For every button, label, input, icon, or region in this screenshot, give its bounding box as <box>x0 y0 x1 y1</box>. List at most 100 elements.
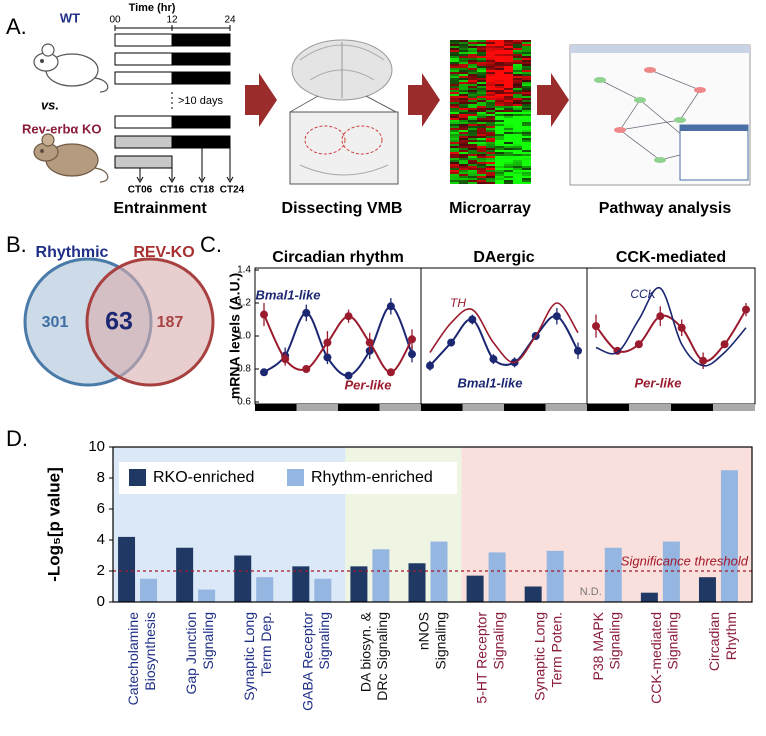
data-point <box>720 340 729 349</box>
legend-label: RKO-enriched <box>153 469 254 486</box>
data-point <box>592 322 600 331</box>
data-point <box>323 338 332 347</box>
chart-title: CCK-mediated <box>616 249 726 266</box>
bar <box>314 578 332 602</box>
data-point <box>408 335 416 344</box>
bar <box>488 552 506 602</box>
data-point <box>426 361 434 370</box>
x-tick-label: GABA ReceptorSignaling <box>299 612 332 711</box>
bar <box>698 577 716 602</box>
bar <box>466 575 484 602</box>
series-label: Bmal1-like <box>457 375 522 390</box>
light-dark-bar <box>255 404 297 411</box>
step-label: Entrainment <box>113 200 207 217</box>
light-dark-bar <box>462 404 504 411</box>
data-point <box>281 355 290 364</box>
bar <box>350 566 368 602</box>
threshold-label: Significance threshold <box>621 553 749 568</box>
light-dark-bar <box>504 404 546 411</box>
time-label: Time (hr) <box>129 2 176 14</box>
ct-label: CT18 <box>190 185 215 196</box>
light-dark-bar <box>671 404 713 411</box>
data-point <box>468 315 477 324</box>
bar <box>198 589 216 602</box>
light-dark-bar <box>421 404 463 411</box>
light-dark-bar <box>379 404 421 411</box>
mouse-wt <box>33 43 109 93</box>
x-tick-label: CircadianRhythm <box>706 612 739 671</box>
venn-label: REV-KO <box>133 244 194 261</box>
series-label: Bmal1-like <box>255 287 320 302</box>
x-tick-label: CCK-mediatedSignaling <box>648 612 681 704</box>
data-point <box>574 346 582 355</box>
data-point <box>742 305 750 314</box>
y-tick-label: 0.6 <box>237 397 251 408</box>
data-point <box>408 350 416 359</box>
bar <box>430 541 448 602</box>
nd-label: N.D. <box>580 586 602 598</box>
y-tick-label: 1.4 <box>237 265 251 276</box>
venn-count: 301 <box>42 314 69 331</box>
y-tick-label: 2 <box>97 562 105 579</box>
panel-label: C. <box>200 232 222 257</box>
ct-label: CT06 <box>128 185 153 196</box>
data-point <box>365 338 374 347</box>
data-point <box>344 371 353 380</box>
bar <box>234 555 252 602</box>
bar <box>604 547 622 602</box>
data-point <box>302 308 311 317</box>
step-label: Pathway analysis <box>599 200 732 217</box>
legend-swatch <box>129 469 146 486</box>
data-point <box>323 353 332 362</box>
heatmap-image <box>450 40 531 184</box>
bar <box>662 541 680 602</box>
light-dark-bar <box>296 404 338 411</box>
y-axis-label: mRNA levels (A.U.) <box>227 273 243 399</box>
vs-label: vs. <box>41 97 59 112</box>
fit-curve <box>595 287 747 367</box>
data-point <box>302 365 311 373</box>
bar <box>546 550 564 602</box>
schedule <box>114 33 234 183</box>
venn-count: 63 <box>105 308 133 336</box>
ko-label: Rev-erbα KO <box>22 121 102 136</box>
x-tick-label: Gap JunctionSignaling <box>183 612 216 695</box>
fit-curve <box>429 302 579 364</box>
series-label: CCK <box>630 287 656 301</box>
y-tick-label: 10 <box>88 438 105 455</box>
x-tick-label: Synaptic LongTerm Poten. <box>531 612 564 701</box>
brain-image <box>289 39 399 185</box>
series-line <box>263 314 413 374</box>
data-point <box>489 355 498 364</box>
y-tick-label: 4 <box>97 531 105 548</box>
chart-title: DAergic <box>473 249 534 266</box>
light-dark-bar <box>629 404 671 411</box>
data-point <box>656 312 665 321</box>
light-dark-bar <box>587 404 629 411</box>
bar <box>720 470 738 602</box>
legend-swatch <box>287 469 304 486</box>
ct-label: CT16 <box>160 185 185 196</box>
bar <box>524 586 542 602</box>
data-point <box>260 310 268 319</box>
y-tick-label: 1.2 <box>237 298 251 309</box>
bar <box>256 577 274 602</box>
data-point <box>634 340 643 349</box>
data-point <box>260 368 268 377</box>
light-dark-bar <box>338 404 380 411</box>
panel-label: A. <box>6 14 27 39</box>
y-tick-label: 1.0 <box>237 331 251 342</box>
plot-frame <box>112 446 753 603</box>
bar <box>176 547 194 602</box>
panel-label: D. <box>6 426 28 451</box>
x-tick-label: DA biosyn. &DRc Signaling <box>357 611 390 700</box>
bar <box>292 566 310 602</box>
series-line <box>263 305 413 377</box>
time-tick: 00 <box>109 15 121 26</box>
y-tick-label: 0 <box>97 593 105 610</box>
chart-title: Circadian rhythm <box>272 249 404 266</box>
data-point <box>386 368 395 377</box>
data-point <box>386 302 395 311</box>
y-axis-label: -Log₅[p value] <box>44 467 63 582</box>
